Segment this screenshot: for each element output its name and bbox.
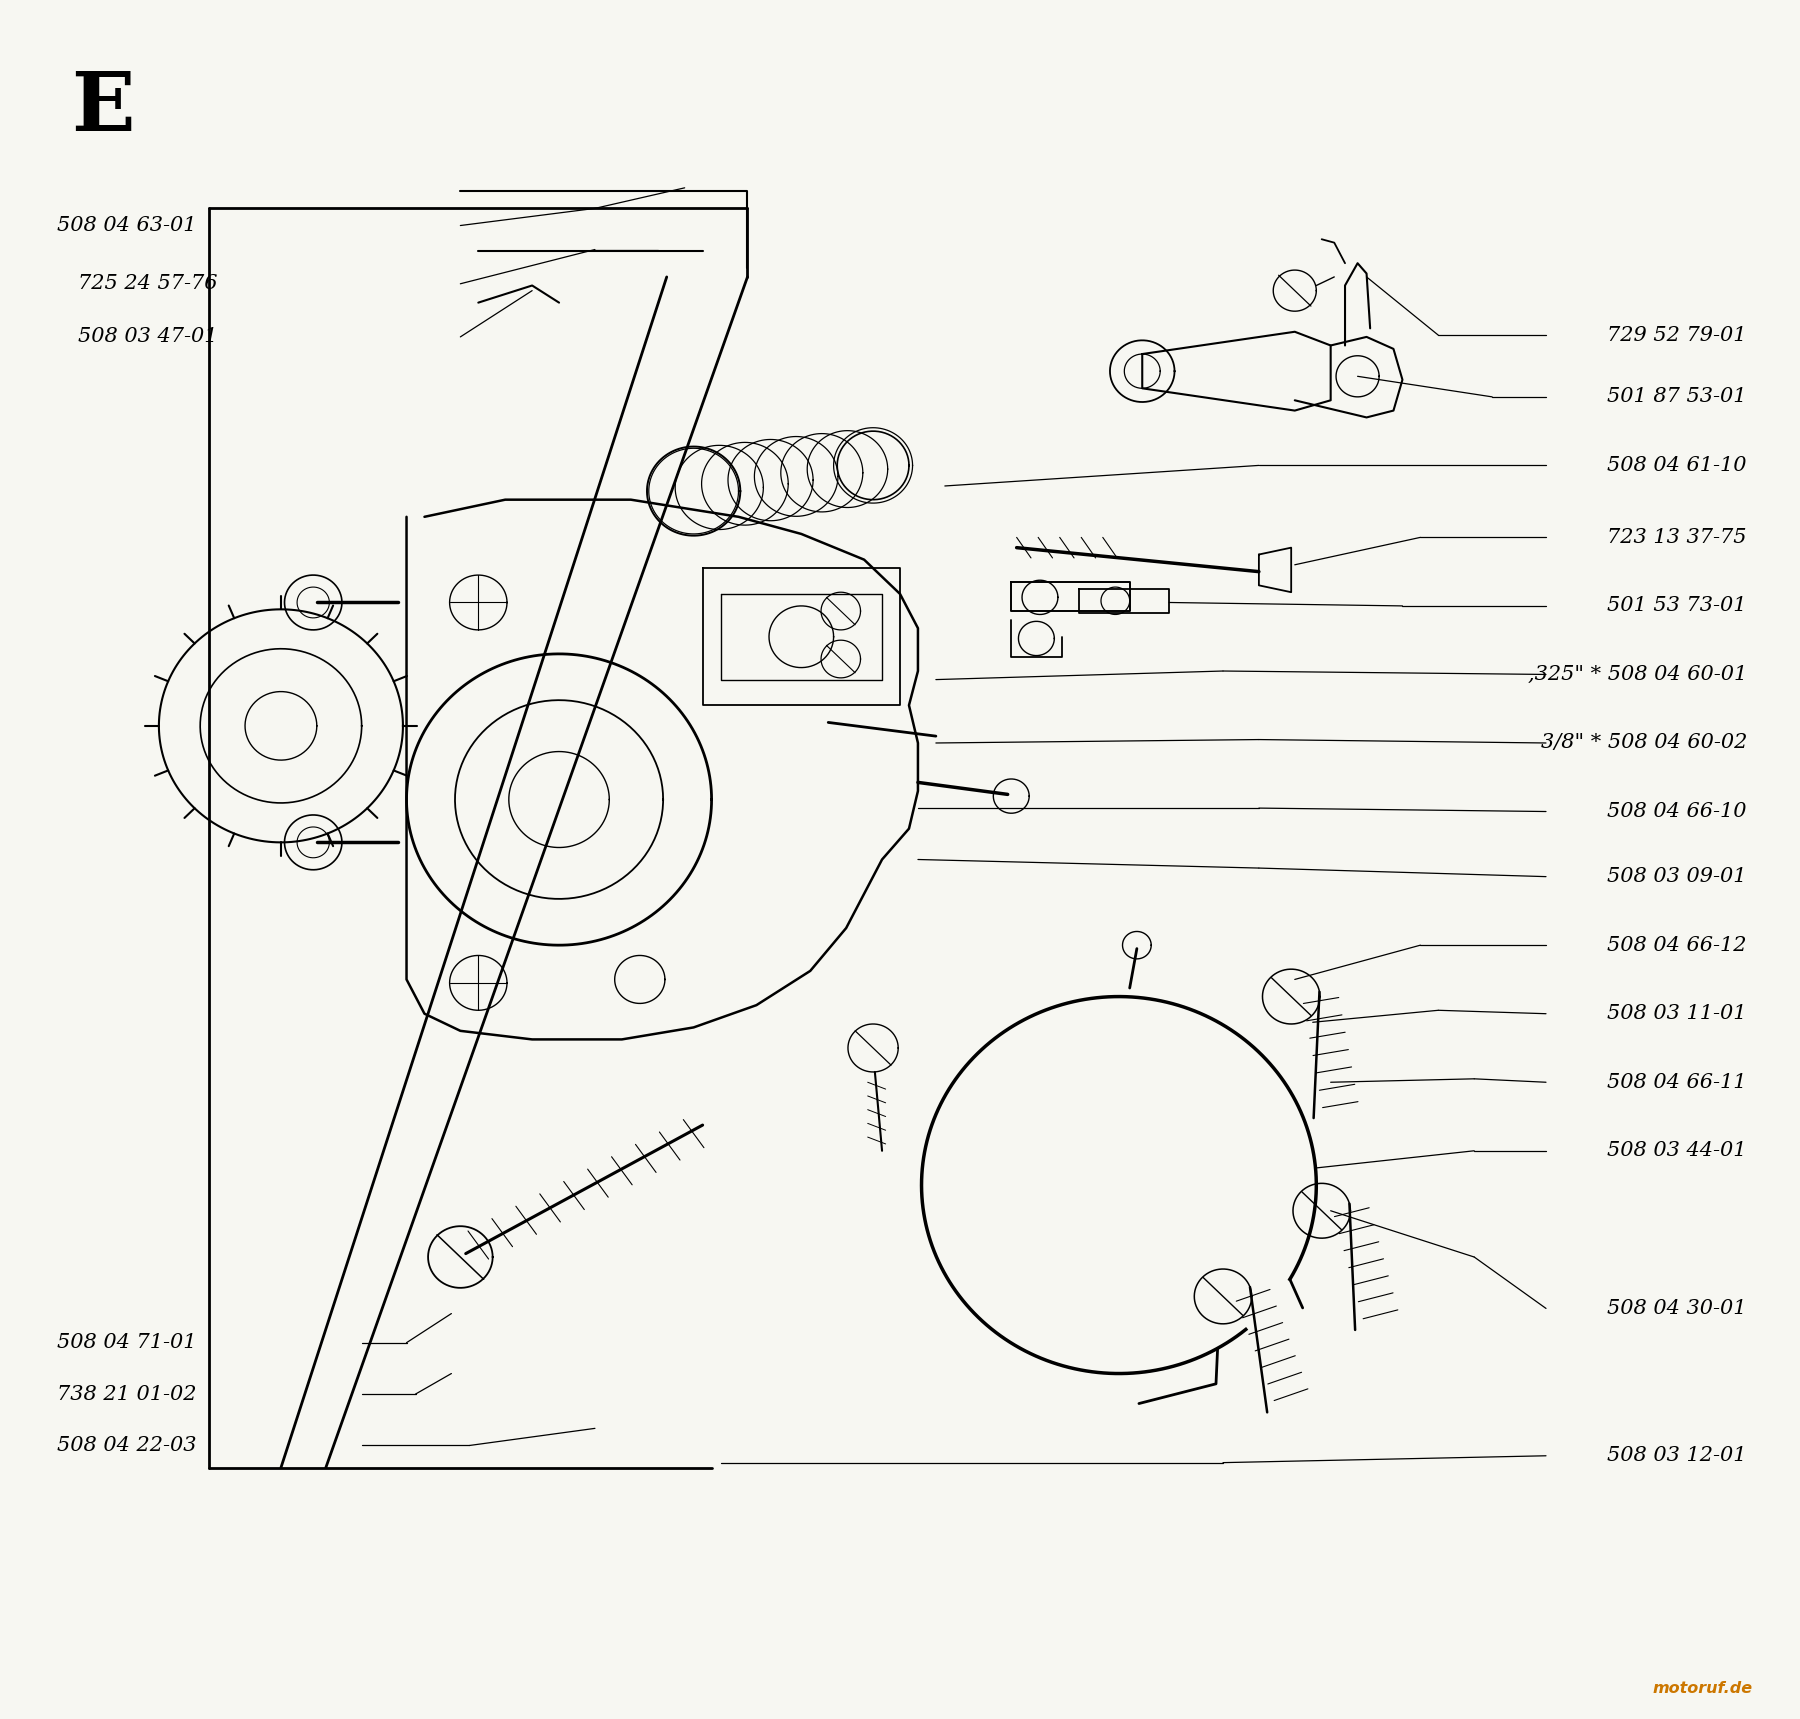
Text: 508 03 47-01: 508 03 47-01 <box>77 327 218 347</box>
Text: 508 03 11-01: 508 03 11-01 <box>1607 1004 1748 1023</box>
Text: E: E <box>70 67 135 148</box>
Text: 508 03 09-01: 508 03 09-01 <box>1607 866 1748 885</box>
Text: 729 52 79-01: 729 52 79-01 <box>1607 325 1748 346</box>
Text: 508 04 71-01: 508 04 71-01 <box>56 1334 196 1353</box>
Text: 508 04 30-01: 508 04 30-01 <box>1607 1300 1748 1318</box>
Text: 723 13 37-75: 723 13 37-75 <box>1607 528 1748 547</box>
Text: 508 04 66-10: 508 04 66-10 <box>1607 803 1748 822</box>
Text: 3/8" * 508 04 60-02: 3/8" * 508 04 60-02 <box>1541 734 1748 753</box>
Text: motoruf.de: motoruf.de <box>1652 1681 1753 1695</box>
Text: 501 53 73-01: 501 53 73-01 <box>1607 596 1748 615</box>
Text: 508 03 44-01: 508 03 44-01 <box>1607 1141 1748 1160</box>
Text: 508 03 12-01: 508 03 12-01 <box>1607 1446 1748 1465</box>
Text: 725 24 57-76: 725 24 57-76 <box>77 275 218 294</box>
Text: 508 04 61-10: 508 04 61-10 <box>1607 456 1748 474</box>
Text: 508 04 63-01: 508 04 63-01 <box>56 217 196 236</box>
Text: 508 04 66-11: 508 04 66-11 <box>1607 1073 1748 1092</box>
Text: 508 04 66-12: 508 04 66-12 <box>1607 935 1748 954</box>
Text: 738 21 01-02: 738 21 01-02 <box>56 1384 196 1404</box>
Text: ,325" * 508 04 60-01: ,325" * 508 04 60-01 <box>1528 665 1748 684</box>
Text: 508 04 22-03: 508 04 22-03 <box>56 1435 196 1454</box>
Text: 501 87 53-01: 501 87 53-01 <box>1607 387 1748 406</box>
